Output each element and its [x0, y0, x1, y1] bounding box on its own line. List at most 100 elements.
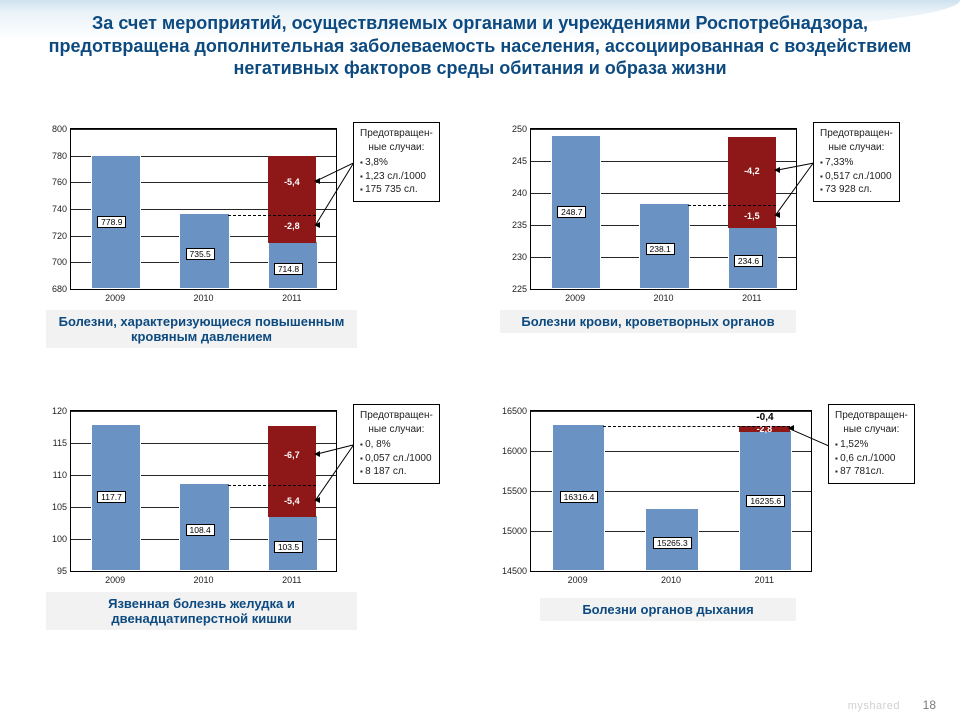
gridline	[531, 289, 796, 290]
bar-value-label: 103.5	[274, 541, 303, 553]
y-tick-label: 15500	[499, 486, 527, 496]
arrowhead-icon	[774, 212, 780, 218]
bar-value-label: 735.5	[186, 248, 215, 260]
gridline	[71, 571, 336, 572]
bar-red-segment: -5,4	[268, 485, 317, 516]
infobox-bullet: 0, 8%	[360, 438, 433, 452]
bar-value-label: 16316.4	[560, 491, 599, 503]
infobox-title: Предотвращен-ные случаи:	[820, 127, 893, 154]
infobox: Предотвращен-ные случаи: 7,33%0,517 сл./1…	[813, 122, 900, 202]
watermark-logo: myshared	[848, 700, 900, 712]
y-tick-label: 15000	[499, 526, 527, 536]
x-category-label: 2009	[86, 293, 145, 303]
y-tick-label: 100	[39, 534, 67, 544]
infobox-title: Предотвращен-ные случаи:	[360, 127, 433, 154]
y-tick-label: 720	[39, 231, 67, 241]
bar-red-segment: -1,5	[728, 205, 777, 227]
bar-top-annotation: -0,4	[756, 412, 773, 423]
infobox-bullet: 0,517 сл./1000	[820, 170, 893, 184]
chart_ulcer: 95100105110115120117.72009108.42010103.5…	[70, 410, 337, 572]
y-tick-label: 250	[499, 124, 527, 134]
arrowhead-icon	[774, 167, 780, 173]
infobox-bullet: 0,6 сл./1000	[835, 452, 908, 466]
y-tick-label: 700	[39, 257, 67, 267]
x-category-label: 2009	[547, 575, 608, 585]
y-tick-label: 800	[39, 124, 67, 134]
reference-dash	[228, 215, 316, 216]
x-category-label: 2011	[263, 575, 322, 585]
y-tick-label: 16500	[499, 406, 527, 416]
x-category-label: 2010	[634, 293, 693, 303]
bar-value-label: 108.4	[186, 524, 215, 536]
chart_breath: 145001500015500160001650016316.420091526…	[530, 410, 812, 572]
y-tick-label: 680	[39, 284, 67, 294]
infobox: Предотвращен-ные случаи: 3,8%1,23 сл./100…	[353, 122, 440, 202]
bar-red-segment: -4,2	[728, 137, 777, 205]
arrowhead-icon	[788, 425, 794, 431]
bar-red-segment: -6,7	[268, 426, 317, 486]
y-tick-label: 120	[39, 406, 67, 416]
y-tick-label: 14500	[499, 566, 527, 576]
gridline	[531, 129, 796, 130]
infobox-bullet: 73 928 сл.	[820, 183, 893, 197]
infobox-bullet: 1,52%	[835, 438, 908, 452]
x-category-label: 2010	[174, 293, 233, 303]
gridline	[71, 411, 336, 412]
y-tick-label: 760	[39, 177, 67, 187]
gridline	[71, 289, 336, 290]
infobox-title: Предотвращен-ные случаи:	[360, 409, 433, 436]
y-tick-label: 225	[499, 284, 527, 294]
chart-caption: Болезни, характеризующиеся повышенным кр…	[46, 310, 357, 348]
arrowhead-icon	[314, 178, 320, 184]
y-tick-label: 740	[39, 204, 67, 214]
infobox-title: Предотвращен-ные случаи:	[835, 409, 908, 436]
infobox-bullet: 7,33%	[820, 156, 893, 170]
x-category-label: 2011	[263, 293, 322, 303]
chart-caption: Болезни органов дыхания	[540, 598, 796, 621]
y-tick-label: 95	[39, 566, 67, 576]
chart-caption: Язвенная болезнь желудка и двенадцатипер…	[46, 592, 357, 630]
y-tick-label: 245	[499, 156, 527, 166]
x-category-label: 2010	[640, 575, 701, 585]
arrowhead-icon	[314, 451, 320, 457]
reference-dash	[603, 426, 790, 427]
y-tick-label: 780	[39, 151, 67, 161]
infobox-bullet: 8 187 сл.	[360, 465, 433, 479]
bar-value-label: 234.6	[734, 255, 763, 267]
y-tick-label: 115	[39, 438, 67, 448]
bar-value-label: 714.8	[274, 263, 303, 275]
x-category-label: 2010	[174, 575, 233, 585]
chart_hypertension: 680700720740760780800778.92009735.520107…	[70, 128, 337, 290]
bar-value-label: 16235.6	[746, 495, 785, 507]
x-category-label: 2009	[86, 575, 145, 585]
y-tick-label: 16000	[499, 446, 527, 456]
arrowhead-icon	[314, 497, 320, 503]
page-title: За счет мероприятий, осуществляемых орга…	[40, 12, 920, 80]
infobox-bullet: 3,8%	[360, 156, 433, 170]
infobox-bullet: 0,057 сл./1000	[360, 452, 433, 466]
y-tick-label: 105	[39, 502, 67, 512]
bar-red-segment: -5,4	[268, 156, 317, 209]
gridline	[531, 571, 811, 572]
infobox-bullet: 175 735 сл.	[360, 183, 433, 197]
chart_blood: 225230235240245250248.72009238.12010234.…	[530, 128, 797, 290]
bar-value-label: 238.1	[646, 243, 675, 255]
arrowhead-icon	[314, 222, 320, 228]
x-category-label: 2011	[723, 293, 782, 303]
bar-value-label: 117.7	[97, 491, 126, 503]
reference-dash	[228, 485, 316, 486]
infobox-bullet: 87 781сл.	[835, 465, 908, 479]
slide-number: 18	[923, 698, 936, 712]
gridline	[71, 129, 336, 130]
chart-caption: Болезни крови, кроветворных органов	[500, 310, 796, 333]
y-tick-label: 240	[499, 188, 527, 198]
y-tick-label: 110	[39, 470, 67, 480]
x-category-label: 2009	[546, 293, 605, 303]
bar-value-label: 778.9	[97, 216, 126, 228]
x-category-label: 2011	[734, 575, 795, 585]
y-tick-label: 230	[499, 252, 527, 262]
infobox-bullet: 1,23 сл./1000	[360, 170, 433, 184]
bar-value-label: 15265.3	[653, 537, 692, 549]
infobox: Предотвращен-ные случаи: 0, 8%0,057 сл./1…	[353, 404, 440, 484]
bar-value-label: 248.7	[557, 206, 586, 218]
